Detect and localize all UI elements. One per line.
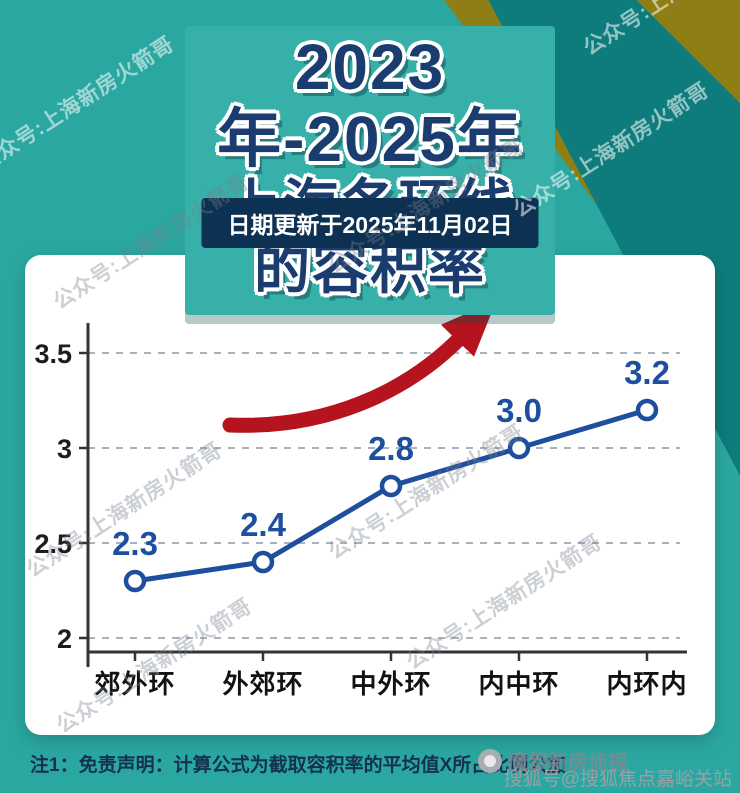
- date-banner: 日期更新于2025年11月02日: [201, 198, 539, 248]
- bottom-watermark: 魔都新房侦探: [478, 746, 628, 775]
- y-tick-label: 2.5: [34, 529, 72, 559]
- page-title-line1: 2023年-2025年: [217, 31, 523, 175]
- data-label: 3.2: [624, 354, 670, 391]
- x-tick-label: 内环内: [606, 669, 687, 699]
- y-tick-label: 2: [57, 624, 72, 654]
- x-tick-label: 外郊环: [222, 669, 303, 699]
- x-tick-label: 中外环: [350, 669, 431, 699]
- chart-card: 容积率 3.532.52郊外环外郊环中外环内中环内环内2.32.42.83.03…: [25, 255, 715, 735]
- data-point: [635, 398, 659, 422]
- y-tick-label: 3.5: [34, 339, 72, 369]
- data-label: 3.0: [496, 392, 542, 429]
- x-tick-label: 郊外环: [94, 669, 175, 699]
- title-panel: 2023年-2025年 上海各环线的容积率: [185, 26, 555, 315]
- data-point: [507, 436, 531, 460]
- line-chart: 3.5 3 2.5 2 郊外环 外郊环 中外环 内中环 内环内 2.3 2.4 2.8 3.0 3.2: [34, 305, 687, 699]
- sohu-credit: 搜狐号@搜狐焦点嘉峪关站: [503, 769, 732, 790]
- y-tick-label: 3: [57, 434, 72, 464]
- x-tick-label: 内中环: [478, 669, 559, 699]
- disclaimer-note: 注1：免责声明：计算公式为截取容积率的平均值X所占比例公加: [30, 755, 567, 776]
- watermark-logo-icon: [478, 748, 502, 773]
- watermark-text: 公众号:上海新房火箭哥: [0, 32, 179, 176]
- data-point: [123, 569, 147, 593]
- data-label: 2.8: [368, 430, 414, 467]
- data-label: 2.4: [240, 506, 287, 543]
- data-label: 2.3: [112, 525, 158, 562]
- bottom-watermark-text: 魔都新房侦探: [508, 752, 628, 774]
- data-point: [251, 550, 275, 574]
- trend-arrow: [222, 305, 497, 433]
- data-point: [379, 474, 403, 498]
